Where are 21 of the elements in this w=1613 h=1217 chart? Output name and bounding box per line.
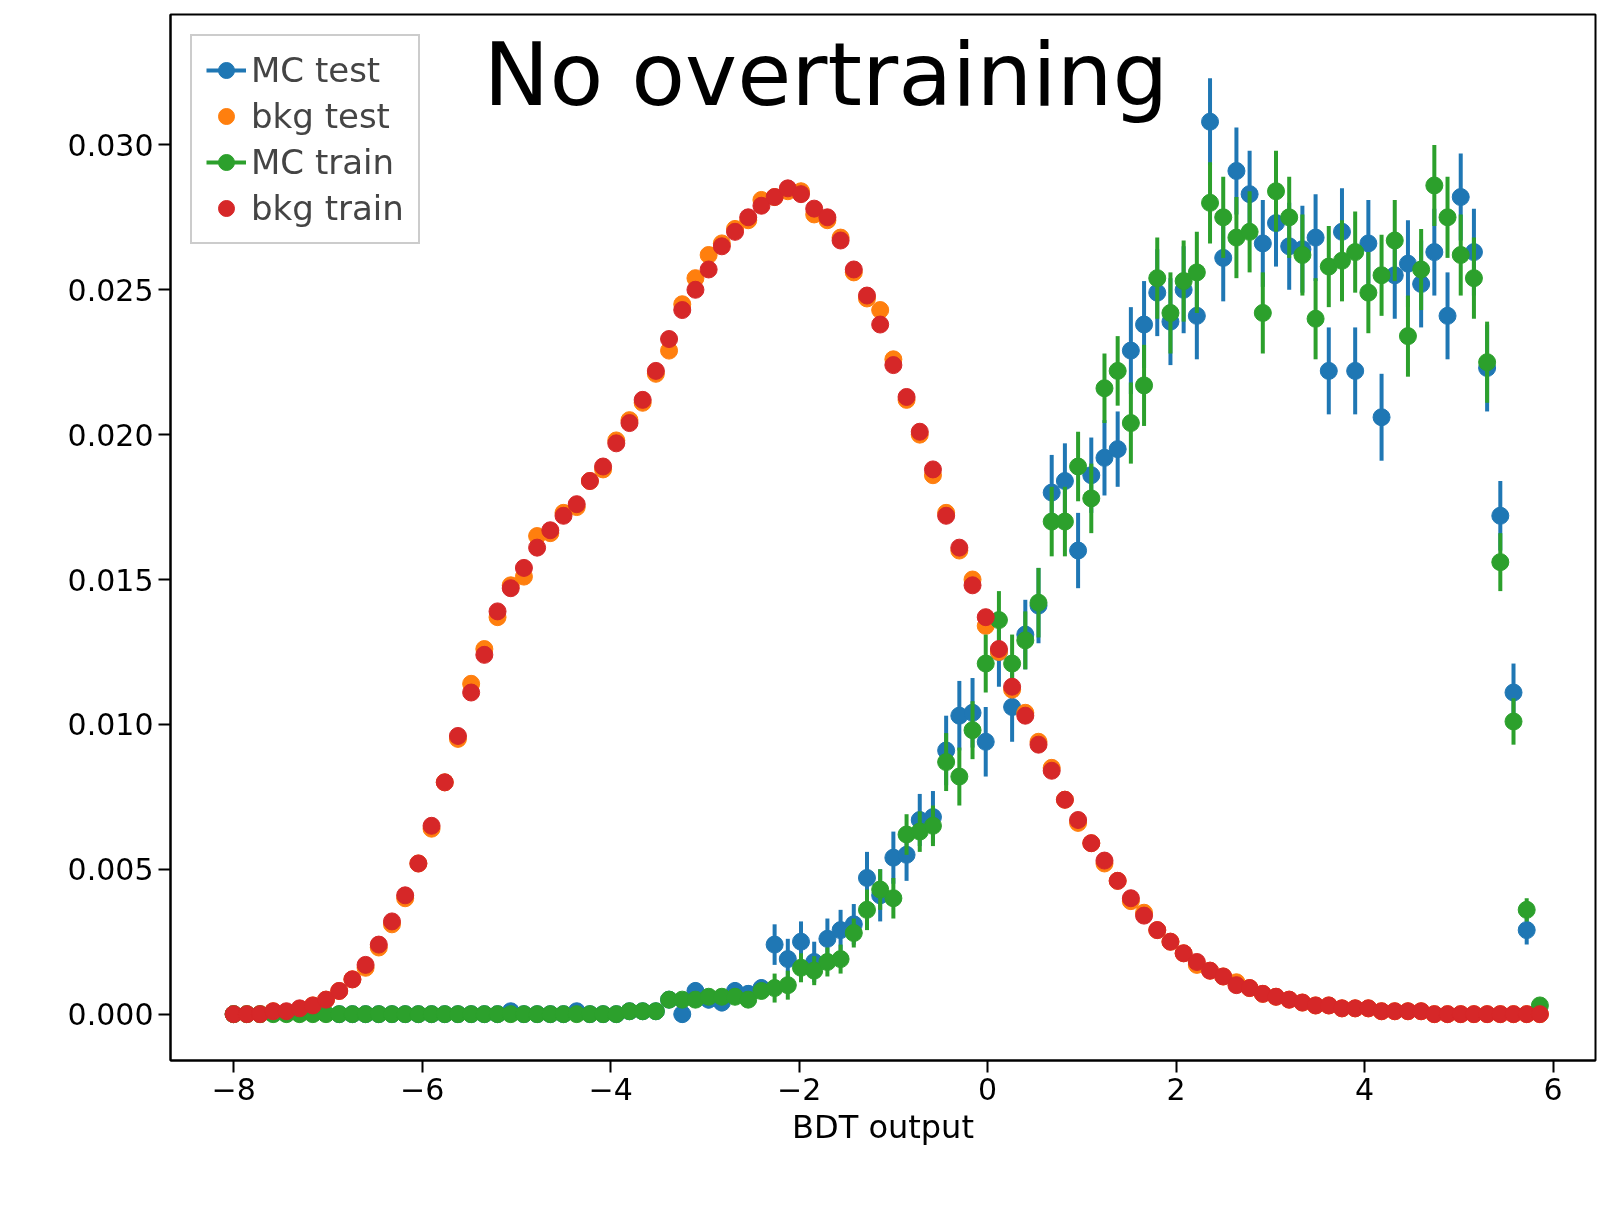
x-tick-label: 2 (1166, 1071, 1186, 1107)
chart-title: No overtraining (483, 22, 1169, 126)
y-tick-label: 0.030 (67, 127, 154, 163)
y-tick-label: 0.005 (67, 852, 154, 888)
legend-label: MC train (251, 142, 395, 182)
y-tick-label: 0.010 (67, 707, 154, 743)
y-tick-label: 0.015 (67, 562, 154, 598)
legend-label: MC test (251, 50, 381, 90)
x-tick-label: 6 (1543, 1071, 1563, 1107)
y-tick-label: 0.000 (67, 997, 154, 1033)
x-tick-label: −4 (588, 1071, 633, 1107)
x-tick-label: −2 (777, 1071, 822, 1107)
legend-label: bkg test (251, 96, 390, 136)
x-tick-label: 4 (1355, 1071, 1375, 1107)
x-tick-label: −6 (400, 1071, 445, 1107)
y-tick-label: 0.025 (67, 272, 154, 308)
x-tick-label: −8 (211, 1071, 256, 1107)
x-tick-label: 0 (978, 1071, 998, 1107)
legend-label: bkg train (251, 188, 404, 228)
y-tick-label: 0.020 (67, 417, 154, 453)
x-axis-title: BDT output (792, 1107, 974, 1146)
